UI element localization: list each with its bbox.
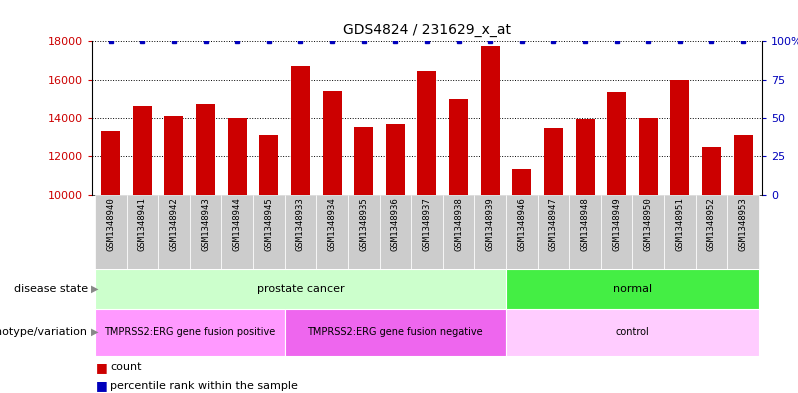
Bar [227,118,247,195]
Text: GSM1348946: GSM1348946 [517,197,527,250]
Text: control: control [615,327,650,337]
Text: GSM1348944: GSM1348944 [233,197,242,250]
Bar [480,46,500,195]
Bar [101,131,120,195]
Bar [259,135,279,195]
FancyBboxPatch shape [411,195,443,269]
Bar [506,309,759,356]
Text: GSM1348951: GSM1348951 [675,197,685,250]
FancyBboxPatch shape [190,195,221,269]
Text: ■: ■ [96,379,108,393]
Text: TMPRSS2:ERG gene fusion negative: TMPRSS2:ERG gene fusion negative [307,327,483,337]
Text: GSM1348943: GSM1348943 [201,197,210,250]
FancyBboxPatch shape [474,195,506,269]
FancyBboxPatch shape [601,195,633,269]
Bar [95,309,285,356]
Text: GSM1348938: GSM1348938 [454,197,463,250]
Bar [575,119,595,195]
Text: GSM1348937: GSM1348937 [422,197,432,250]
Text: GSM1348948: GSM1348948 [580,197,590,250]
Bar [291,66,310,195]
Text: GSM1348934: GSM1348934 [327,197,337,250]
Bar [607,92,626,195]
Text: TMPRSS2:ERG gene fusion positive: TMPRSS2:ERG gene fusion positive [105,327,275,337]
FancyBboxPatch shape [727,195,759,269]
Bar [449,99,468,195]
Bar [285,309,506,356]
FancyBboxPatch shape [664,195,696,269]
Bar [702,147,721,195]
Bar [95,269,506,309]
Title: GDS4824 / 231629_x_at: GDS4824 / 231629_x_at [343,24,511,37]
Text: normal: normal [613,284,652,294]
Text: GSM1348952: GSM1348952 [707,197,716,250]
Text: GSM1348936: GSM1348936 [391,197,400,250]
Bar [164,116,184,195]
Text: GSM1348949: GSM1348949 [612,197,621,250]
Bar [133,107,152,195]
FancyBboxPatch shape [443,195,474,269]
Bar [385,124,405,195]
FancyBboxPatch shape [221,195,253,269]
FancyBboxPatch shape [158,195,190,269]
FancyBboxPatch shape [633,195,664,269]
FancyBboxPatch shape [285,195,316,269]
FancyBboxPatch shape [127,195,158,269]
Text: GSM1348933: GSM1348933 [296,197,305,250]
FancyBboxPatch shape [569,195,601,269]
FancyBboxPatch shape [506,195,538,269]
Text: GSM1348942: GSM1348942 [169,197,179,250]
FancyBboxPatch shape [95,195,127,269]
Bar [733,135,753,195]
Bar [354,127,373,195]
Bar [322,91,342,195]
Text: GSM1348939: GSM1348939 [486,197,495,250]
Text: GSM1348935: GSM1348935 [359,197,368,250]
FancyBboxPatch shape [696,195,727,269]
Text: genotype/variation: genotype/variation [0,327,88,337]
Text: ▶: ▶ [91,327,98,337]
FancyBboxPatch shape [380,195,411,269]
FancyBboxPatch shape [253,195,285,269]
Bar [544,129,563,195]
Text: disease state: disease state [14,284,88,294]
Bar [196,105,215,195]
Text: GSM1348941: GSM1348941 [138,197,147,250]
Text: ▶: ▶ [91,284,98,294]
Bar [512,169,531,195]
Text: ■: ■ [96,361,108,374]
FancyBboxPatch shape [316,195,348,269]
Bar [638,118,658,195]
Text: GSM1348940: GSM1348940 [106,197,115,250]
Text: GSM1348950: GSM1348950 [644,197,653,250]
Text: GSM1348945: GSM1348945 [264,197,274,250]
Text: GSM1348947: GSM1348947 [549,197,558,250]
FancyBboxPatch shape [538,195,569,269]
Text: count: count [110,362,141,373]
Text: GSM1348953: GSM1348953 [739,197,748,250]
Bar [670,79,689,195]
Text: percentile rank within the sample: percentile rank within the sample [110,381,298,391]
Bar [506,269,759,309]
FancyBboxPatch shape [348,195,380,269]
Bar [417,71,437,195]
Text: prostate cancer: prostate cancer [257,284,344,294]
